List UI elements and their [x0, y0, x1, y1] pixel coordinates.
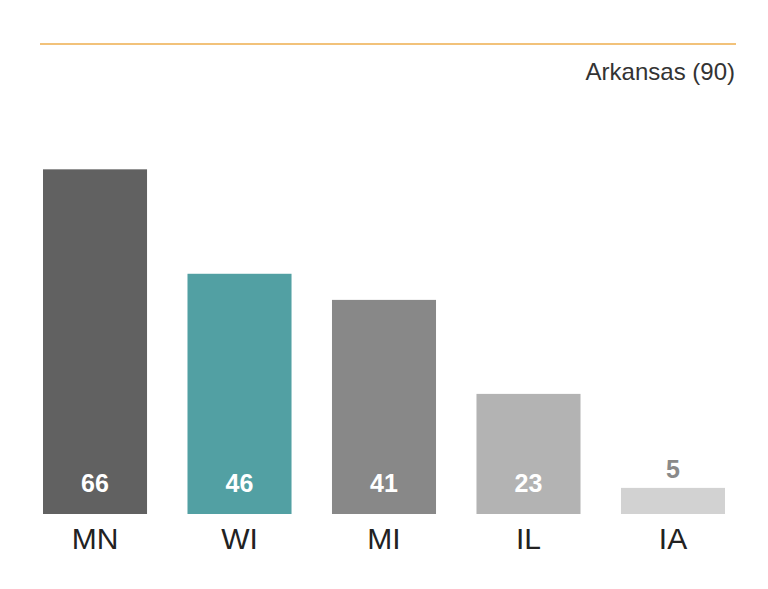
- tick-label: IL: [516, 522, 541, 555]
- tick: IL: [516, 514, 541, 555]
- tick: IA: [659, 514, 687, 555]
- bar: [621, 488, 725, 514]
- annotation: Arkansas (90): [586, 58, 735, 85]
- bar: [476, 394, 580, 514]
- reference-line: [40, 43, 736, 45]
- bar: [332, 300, 436, 514]
- x-axis: MN WI MI IL IA: [44, 514, 726, 555]
- tick: MI: [367, 514, 400, 555]
- tick: WI: [221, 514, 258, 555]
- axis-line: [44, 514, 726, 515]
- data-label: 41: [370, 469, 398, 497]
- chart: Arkansas (90) 66 46 41 23 5 MN WI MI IL IA: [0, 0, 768, 589]
- tick-label: IA: [659, 522, 687, 555]
- tick-label: WI: [221, 522, 258, 555]
- data-label: 46: [226, 469, 254, 497]
- tick-label: MN: [72, 522, 119, 555]
- data-labels: 66 46 41 23 5: [81, 455, 680, 497]
- bars: [43, 169, 725, 514]
- bar: [43, 169, 147, 514]
- bar: [187, 274, 291, 514]
- tick: MN: [72, 514, 119, 555]
- data-label: 23: [515, 469, 543, 497]
- tick-label: MI: [367, 522, 400, 555]
- data-label: 5: [666, 455, 680, 483]
- data-label: 66: [81, 469, 109, 497]
